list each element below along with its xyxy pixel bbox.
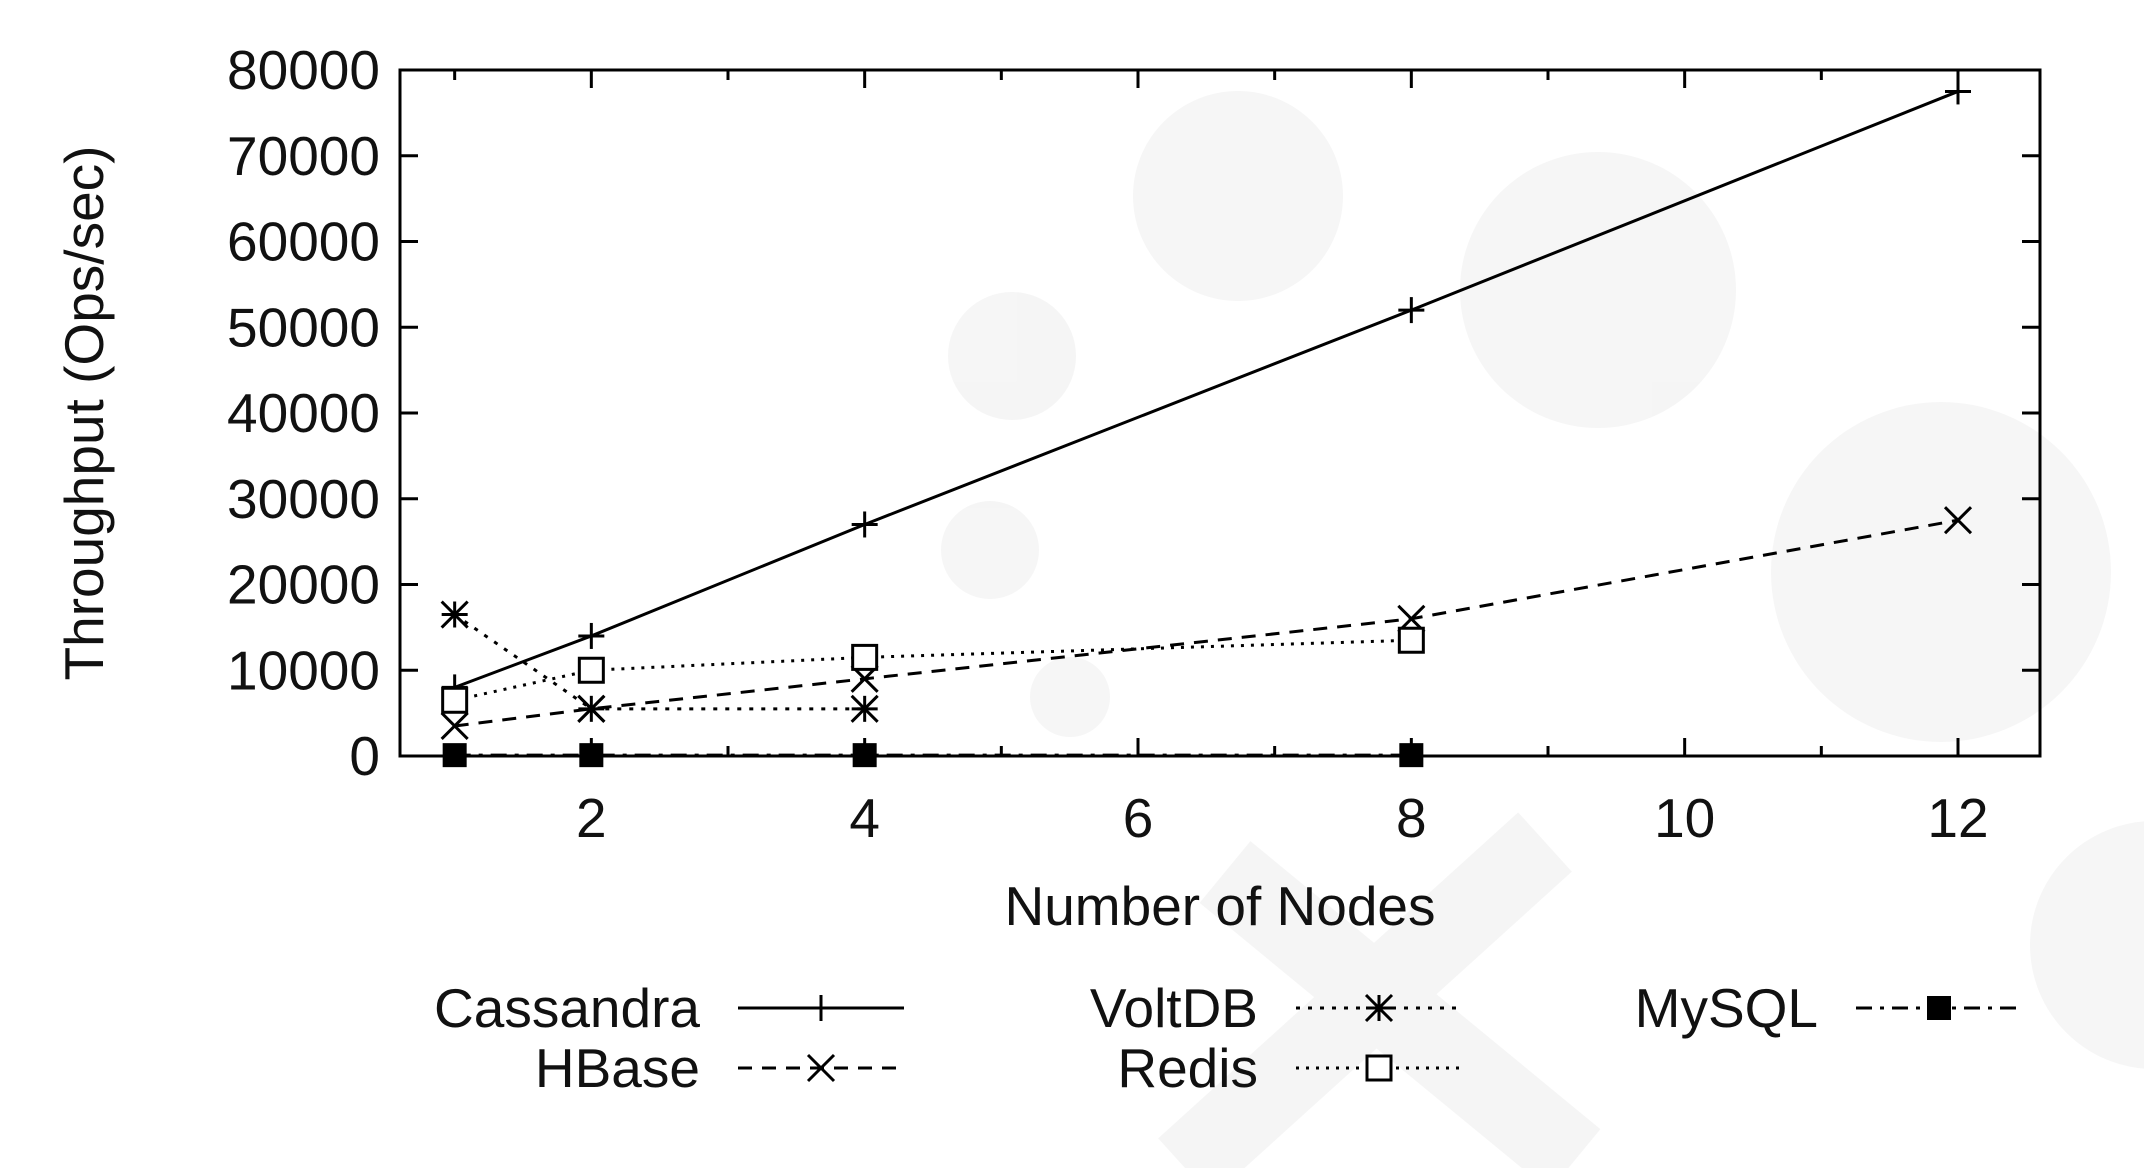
legend-swatch-marker xyxy=(1365,1054,1393,1082)
legend-item-redis: Redis xyxy=(1117,1037,1462,1099)
legend-swatch-marker xyxy=(806,1053,836,1083)
data-point-voltdb xyxy=(440,600,469,629)
y-tick-label: 60000 xyxy=(227,211,380,273)
y-axis-title: Throughput (Ops/sec) xyxy=(53,146,115,681)
series-redis xyxy=(441,626,1425,714)
data-point-mysql xyxy=(852,743,877,768)
y-tick-label: 80000 xyxy=(227,39,380,101)
legend-label: Cassandra xyxy=(434,977,700,1039)
x-tick-label: 6 xyxy=(1123,787,1154,849)
y-tick-label: 50000 xyxy=(227,296,380,358)
data-point-cassandra xyxy=(1945,78,1971,105)
x-tick-label: 10 xyxy=(1654,787,1715,849)
data-point-mysql xyxy=(442,743,467,768)
data-point-hbase xyxy=(440,711,469,741)
y-tick-label: 10000 xyxy=(227,639,380,701)
legend-swatch-marker xyxy=(808,995,834,1021)
series-line-hbase xyxy=(454,518,1959,728)
y-tick-label: 70000 xyxy=(227,125,380,187)
y-tick-label: 20000 xyxy=(227,554,380,616)
legend-item-hbase: HBase xyxy=(535,1037,904,1099)
data-point-redis xyxy=(441,686,469,714)
plot-area: 0 10000 20000 30000 40000 50000 60000 70000 8000… xyxy=(227,39,2042,849)
legend-item-cassandra: Cassandra xyxy=(434,977,904,1039)
legend-label: VoltDB xyxy=(1090,977,1258,1039)
series-line-voltdb xyxy=(453,613,865,711)
data-point-voltdb xyxy=(850,694,879,723)
x-tick-label: 4 xyxy=(849,787,880,849)
data-point-voltdb xyxy=(577,694,606,723)
legend-item-mysql: MySQL xyxy=(1635,977,2022,1039)
y-tick-label: 30000 xyxy=(227,468,380,530)
y-tick-label: 40000 xyxy=(227,382,380,444)
data-point-redis xyxy=(851,643,879,671)
data-point-mysql xyxy=(579,743,604,768)
background-decoration xyxy=(941,91,2144,1168)
y-tick-label: 0 xyxy=(349,725,380,787)
legend-label: MySQL xyxy=(1635,977,1818,1039)
series-mysql xyxy=(442,743,1424,768)
legend-item-voltdb: VoltDB xyxy=(1090,977,1462,1039)
series-hbase xyxy=(440,506,1973,741)
x-tick-label: 8 xyxy=(1396,787,1427,849)
x-axis-ticks: 2 4 6 8 10 12 xyxy=(453,70,1989,849)
legend-swatch-marker xyxy=(1364,993,1394,1023)
data-point-redis xyxy=(577,656,605,684)
y-axis-ticks: 0 10000 20000 30000 40000 50000 60000 70000 8000… xyxy=(227,39,2040,787)
data-point-mysql xyxy=(1399,743,1424,768)
series-voltdb xyxy=(440,600,879,723)
data-point-cassandra xyxy=(578,622,605,649)
legend-swatch-marker xyxy=(1927,996,1951,1020)
x-tick-label: 12 xyxy=(1927,787,1988,849)
data-point-cassandra xyxy=(851,511,878,538)
legend-label: HBase xyxy=(535,1037,700,1099)
legend-label: Redis xyxy=(1117,1037,1258,1099)
data-point-redis xyxy=(1397,626,1425,654)
data-point-cassandra xyxy=(1398,297,1425,324)
data-point-hbase xyxy=(1943,506,1973,535)
x-axis-title: Number of Nodes xyxy=(1004,875,1435,937)
series-layer xyxy=(440,78,1973,768)
x-tick-label: 2 xyxy=(576,787,607,849)
